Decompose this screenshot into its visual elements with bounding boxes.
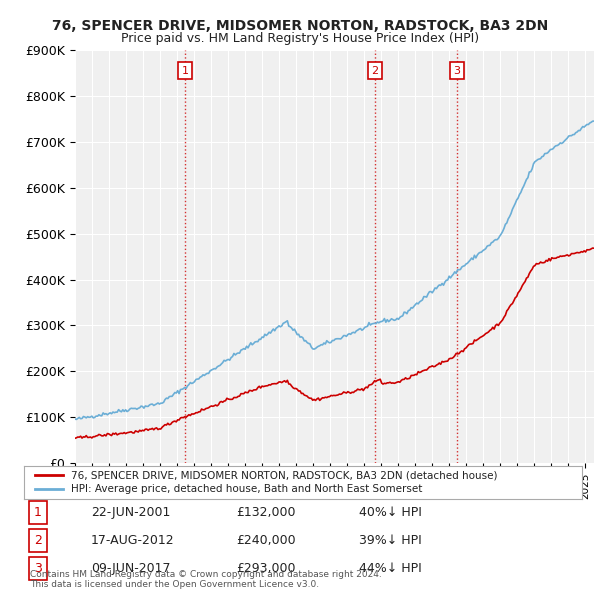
Text: 1: 1 (182, 66, 188, 76)
Text: 76, SPENCER DRIVE, MIDSOMER NORTON, RADSTOCK, BA3 2DN (detached house): 76, SPENCER DRIVE, MIDSOMER NORTON, RADS… (71, 470, 498, 480)
Text: 17-AUG-2012: 17-AUG-2012 (91, 535, 175, 548)
Text: 39%↓ HPI: 39%↓ HPI (359, 535, 422, 548)
Text: HPI: Average price, detached house, Bath and North East Somerset: HPI: Average price, detached house, Bath… (71, 484, 423, 494)
Text: Price paid vs. HM Land Registry's House Price Index (HPI): Price paid vs. HM Land Registry's House … (121, 32, 479, 45)
Text: 44%↓ HPI: 44%↓ HPI (359, 562, 422, 575)
Text: 2: 2 (34, 535, 42, 548)
Text: Contains HM Land Registry data © Crown copyright and database right 2024.
This d: Contains HM Land Registry data © Crown c… (30, 570, 382, 589)
Text: £132,000: £132,000 (236, 506, 296, 519)
Text: 76, SPENCER DRIVE, MIDSOMER NORTON, RADSTOCK, BA3 2DN: 76, SPENCER DRIVE, MIDSOMER NORTON, RADS… (52, 19, 548, 33)
Text: 3: 3 (454, 66, 460, 76)
Text: £293,000: £293,000 (236, 562, 296, 575)
Text: 09-JUN-2017: 09-JUN-2017 (91, 562, 170, 575)
Text: 2: 2 (371, 66, 379, 76)
Text: 1: 1 (34, 506, 42, 519)
Text: £240,000: £240,000 (236, 535, 296, 548)
Text: 22-JUN-2001: 22-JUN-2001 (91, 506, 170, 519)
Text: 3: 3 (34, 562, 42, 575)
Text: 40%↓ HPI: 40%↓ HPI (359, 506, 422, 519)
